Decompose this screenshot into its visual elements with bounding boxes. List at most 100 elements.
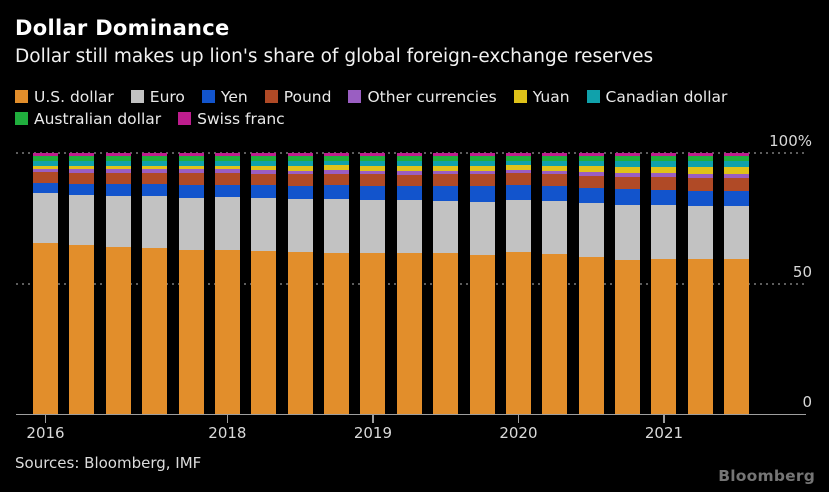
x-axis-tick-2021 bbox=[663, 414, 665, 423]
bar-segment-euro bbox=[615, 204, 641, 261]
legend: U.S. dollar Euro Yen Pound Other currencies Y… bbox=[15, 88, 727, 132]
bar-segment-australian-dollar bbox=[615, 155, 641, 162]
bar-segment-euro bbox=[505, 199, 531, 253]
y-axis-label-50: 50 bbox=[792, 262, 812, 281]
bar-segment-canadian-dollar bbox=[469, 160, 495, 166]
legend-swatch-yen bbox=[201, 90, 215, 103]
x-axis-label-2021: 2021 bbox=[644, 424, 684, 442]
bar-segment-other-currencies bbox=[687, 173, 713, 179]
bar-segment-swiss-franc bbox=[687, 152, 713, 157]
bar-segment-pound bbox=[615, 176, 641, 190]
bar-segment-swiss-franc bbox=[142, 152, 168, 157]
bar-segment-yuan bbox=[687, 166, 713, 174]
bar-segment-yen bbox=[651, 189, 677, 205]
bar-segment-canadian-dollar bbox=[651, 160, 677, 167]
bloomberg-logo: Bloomberg bbox=[718, 467, 815, 485]
legend-swatch-canadian-dollar bbox=[586, 90, 600, 103]
bar-segment-canadian-dollar bbox=[251, 160, 277, 166]
bar-segment-canadian-dollar bbox=[578, 160, 604, 167]
bar-segment-yuan bbox=[651, 166, 677, 174]
bar-segment-yuan bbox=[469, 165, 495, 171]
bar-segment-swiss-franc bbox=[724, 152, 750, 157]
legend-label-canadian-dollar: Canadian dollar bbox=[605, 87, 728, 106]
x-axis-line bbox=[16, 413, 806, 415]
bar-segment-euro bbox=[687, 205, 713, 260]
bar-segment-swiss-franc bbox=[433, 152, 459, 157]
bar-segment-other-currencies bbox=[214, 168, 240, 173]
bar-segment-other-currencies bbox=[505, 169, 531, 174]
legend-label-other-currencies: Other currencies bbox=[367, 87, 497, 106]
bar-segment-swiss-franc bbox=[324, 152, 350, 157]
legend-swatch-other-currencies bbox=[348, 90, 362, 103]
bar-segment-canadian-dollar bbox=[505, 160, 531, 166]
x-axis-label-2016: 2016 bbox=[26, 424, 65, 442]
bar-segment-australian-dollar bbox=[142, 155, 168, 162]
bar-segment-other-currencies bbox=[396, 170, 422, 175]
bar-segment-swiss-franc bbox=[469, 152, 495, 157]
bar-segment-yuan bbox=[142, 165, 168, 170]
bar-segment-yen bbox=[105, 183, 131, 196]
bar-segment-other-currencies bbox=[469, 170, 495, 175]
bar-segment-other-currencies bbox=[178, 168, 204, 174]
bar-segment-u-s-dollar bbox=[578, 256, 604, 414]
legend-row-2: Australian dollar Swiss franc bbox=[15, 109, 727, 128]
bar-segment-australian-dollar bbox=[578, 155, 604, 161]
bar-segment-swiss-franc bbox=[33, 152, 58, 157]
bar-segment-australian-dollar bbox=[469, 155, 495, 161]
bar-segment-euro bbox=[578, 202, 604, 257]
bar-segment-pound bbox=[69, 172, 95, 185]
legend-swatch-pound bbox=[264, 90, 278, 103]
bar-segment-pound bbox=[505, 172, 531, 185]
bar-segment-australian-dollar bbox=[105, 155, 131, 161]
bar-segment-australian-dollar bbox=[178, 155, 204, 162]
bar-segment-australian-dollar bbox=[505, 155, 531, 161]
x-axis-label-2018: 2018 bbox=[208, 424, 247, 442]
bar-segment-canadian-dollar bbox=[360, 160, 386, 166]
bar-segment-u-s-dollar bbox=[469, 254, 495, 414]
bar-segment-euro bbox=[724, 205, 750, 260]
bar-segment-yuan bbox=[324, 164, 350, 171]
sources-note: Sources: Bloomberg, IMF bbox=[15, 454, 202, 472]
bar-segment-other-currencies bbox=[542, 170, 568, 175]
bar-segment-pound bbox=[651, 176, 677, 190]
legend-item-canadian-dollar: Canadian dollar bbox=[586, 87, 728, 106]
bar-segment-pound bbox=[578, 175, 604, 188]
bar-segment-euro bbox=[33, 192, 58, 244]
bar-segment-pound bbox=[469, 173, 495, 187]
legend-item-swiss-franc: Swiss franc bbox=[178, 110, 285, 128]
bar-segment-swiss-franc bbox=[651, 152, 677, 157]
bar-segment-yuan bbox=[178, 165, 204, 170]
legend-item-u-s-dollar: U.S. dollar bbox=[15, 88, 114, 106]
page-subtitle: Dollar still makes up lion's share of gl… bbox=[15, 46, 654, 67]
bar-segment-u-s-dollar bbox=[324, 252, 350, 414]
bar-segment-pound bbox=[142, 172, 168, 185]
bar-segment-euro bbox=[542, 200, 568, 255]
bar-segment-u-s-dollar bbox=[287, 251, 313, 414]
bar-segment-yen bbox=[142, 183, 168, 197]
legend-swatch-australian-dollar bbox=[15, 112, 28, 125]
bar-segment-yen bbox=[287, 185, 313, 199]
bar-segment-canadian-dollar bbox=[724, 160, 750, 167]
bar-segment-canadian-dollar bbox=[142, 160, 168, 167]
bar-segment-euro bbox=[251, 197, 277, 252]
bar-segment-u-s-dollar bbox=[142, 247, 168, 414]
bar-segment-canadian-dollar bbox=[687, 160, 713, 167]
x-axis-tick-2016 bbox=[44, 414, 47, 423]
legend-label-yen: Yen bbox=[220, 87, 248, 106]
bar-segment-euro bbox=[142, 195, 168, 249]
bar-segment-pound bbox=[542, 173, 568, 186]
bar-segment-canadian-dollar bbox=[105, 160, 131, 166]
legend-label-australian-dollar: Australian dollar bbox=[34, 109, 162, 128]
x-axis-label-2020: 2020 bbox=[499, 424, 538, 442]
bar-segment-yen bbox=[251, 184, 277, 199]
bar-segment-euro bbox=[69, 194, 95, 246]
bar-segment-u-s-dollar bbox=[33, 242, 58, 414]
bar-segment-swiss-franc bbox=[287, 152, 313, 157]
bar-segment-u-s-dollar bbox=[396, 252, 422, 414]
bar-segment-other-currencies bbox=[433, 170, 459, 175]
bar-segment-other-currencies bbox=[360, 170, 386, 175]
bar-segment-australian-dollar bbox=[687, 155, 713, 162]
bar-segment-other-currencies bbox=[142, 168, 168, 173]
bar-segment-yen bbox=[505, 184, 531, 201]
